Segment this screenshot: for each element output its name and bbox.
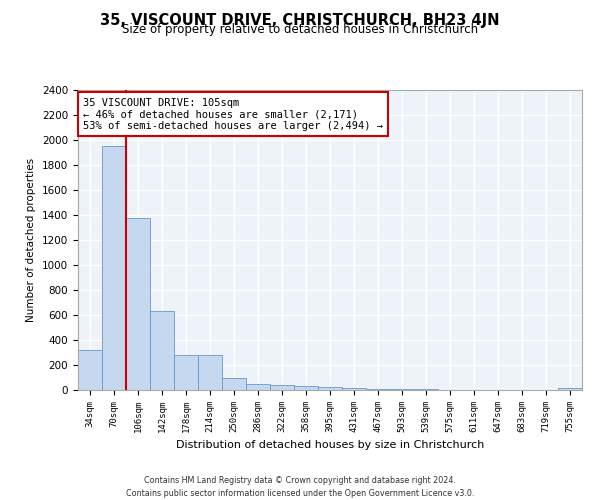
X-axis label: Distribution of detached houses by size in Christchurch: Distribution of detached houses by size … [176,440,484,450]
Bar [270,385,294,390]
Text: Size of property relative to detached houses in Christchurch: Size of property relative to detached ho… [122,22,478,36]
Bar [558,388,582,390]
Bar [366,389,390,390]
Bar [198,355,222,390]
Bar [78,350,102,390]
Bar [150,311,174,390]
Bar [390,389,414,390]
Bar [318,387,342,390]
Text: Contains HM Land Registry data © Crown copyright and database right 2024.
Contai: Contains HM Land Registry data © Crown c… [126,476,474,498]
Bar [294,386,318,390]
Text: 35, VISCOUNT DRIVE, CHRISTCHURCH, BH23 4JN: 35, VISCOUNT DRIVE, CHRISTCHURCH, BH23 4… [100,12,500,28]
Text: 35 VISCOUNT DRIVE: 105sqm
← 46% of detached houses are smaller (2,171)
53% of se: 35 VISCOUNT DRIVE: 105sqm ← 46% of detac… [83,98,383,130]
Bar [342,388,366,390]
Bar [102,146,126,390]
Bar [174,355,198,390]
Bar [246,384,270,390]
Bar [126,218,150,390]
Y-axis label: Number of detached properties: Number of detached properties [26,158,37,322]
Bar [222,378,246,390]
